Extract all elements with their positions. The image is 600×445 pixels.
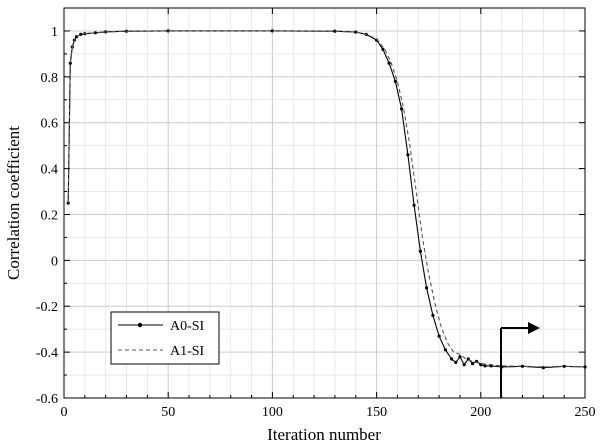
x-tick-label: 250 (575, 405, 596, 420)
y-tick-label: 0.8 (41, 71, 59, 86)
series-point-a0-si (354, 30, 358, 34)
series-point-a0-si (437, 334, 441, 338)
legend-marker-a0 (137, 322, 143, 328)
tick-labels: 0 50 100 150 200 250 -0.6 -0.4 -0.2 0 0.2 0.4 0.6 0.8… (36, 25, 596, 420)
series-point-a0-si (562, 364, 566, 368)
y-tick-label: 0.4 (41, 163, 59, 178)
arrow-annotation (500, 322, 540, 398)
series-point-a0-si (270, 29, 274, 33)
series-point-a0-si (470, 362, 475, 366)
series-point-a0-si (406, 153, 410, 157)
arrow-head-icon (528, 322, 540, 334)
legend-label-a0: A0-SI (170, 319, 205, 334)
series-point-a0-si (454, 360, 458, 364)
x-tick-label: 100 (262, 405, 283, 420)
x-axis-label: Iteration number (267, 425, 381, 444)
series-point-a0-si (458, 355, 462, 359)
series-point-a0-si (483, 364, 487, 368)
series-point-a0-si (462, 363, 466, 367)
y-tick-label: -0.6 (36, 392, 58, 407)
plot-frame (63, 7, 586, 399)
series-point-a0-si (412, 203, 416, 207)
series-point-a0-si (381, 47, 385, 51)
series-point-a0-si (400, 107, 404, 111)
series-point-a0-si (443, 348, 447, 352)
series-point-a0-si (479, 363, 483, 367)
y-tick-label: -0.2 (36, 300, 58, 315)
series-point-a0-si (333, 29, 337, 33)
x-tick-label: 200 (470, 405, 491, 420)
y-axis-label: Correlation coefficient (4, 126, 23, 280)
series-line-a1-si (67, 30, 586, 368)
y-tick-label: 0 (51, 254, 58, 269)
legend-label-a1: A1-SI (170, 344, 205, 359)
y-tick-label: 0.2 (41, 208, 59, 223)
series-point-a0-si (418, 249, 422, 253)
series-point-a0-si (541, 366, 545, 370)
series-point-a0-si (387, 61, 391, 65)
series-point-a0-si (393, 79, 397, 83)
x-tick-label: 0 (61, 405, 68, 420)
y-tick-label: 0.6 (41, 117, 59, 132)
x-tick-label: 50 (161, 405, 175, 420)
y-tick-label: -0.4 (36, 346, 58, 361)
legend: A0-SI A1-SI (110, 311, 220, 365)
series-layer (66, 29, 587, 370)
series-point-a0-si (425, 286, 429, 290)
series-point-a0-si (431, 313, 435, 317)
series-point-a0-si (450, 357, 454, 361)
legend-box (110, 311, 220, 365)
x-tick-label: 150 (366, 405, 387, 420)
y-tick-label: 1 (51, 25, 58, 40)
series-point-a0-si (520, 364, 525, 368)
series-point-a0-si (93, 31, 97, 35)
series-point-a0-si (68, 61, 72, 65)
